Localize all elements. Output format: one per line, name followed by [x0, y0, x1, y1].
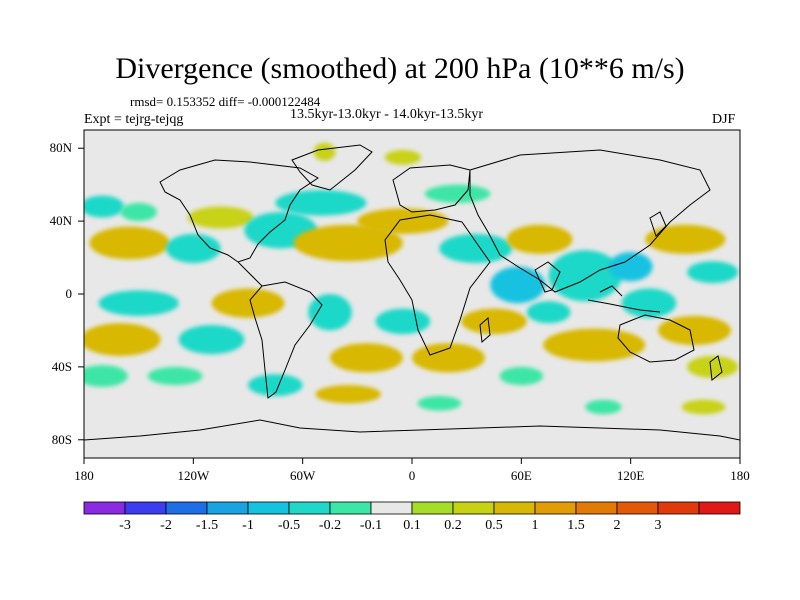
lon-label: 180	[730, 468, 750, 483]
divergence-cell	[585, 399, 622, 415]
colorbar-swatch	[575, 501, 618, 515]
divergence-cell	[687, 261, 739, 284]
lon-label: 0	[408, 468, 416, 483]
divergence-cell	[439, 233, 513, 264]
colorbar-swatch	[83, 501, 126, 515]
divergence-cell	[645, 224, 726, 254]
divergence-cell	[166, 233, 221, 264]
stats-text: rmsd= 0.153352 diff= -0.000122484	[130, 94, 321, 109]
divergence-cell	[548, 250, 622, 302]
lon-label: 60E	[510, 468, 532, 483]
lon-label: 180	[74, 468, 94, 483]
divergence-cell	[417, 396, 462, 411]
lat-label: 0	[65, 286, 73, 301]
colorbar-swatch	[411, 501, 454, 515]
colorbar-label: -1	[242, 518, 254, 533]
colorbar-swatch	[288, 501, 331, 515]
colorbar-label: -1.5	[195, 518, 219, 533]
colorbar-swatch	[534, 501, 577, 515]
colorbar-label: -0.1	[359, 518, 383, 533]
divergence-field	[84, 142, 739, 415]
colorbar-swatch	[247, 501, 290, 515]
divergence-cell	[461, 308, 527, 335]
divergence-cell	[543, 328, 646, 362]
divergence-cell	[357, 208, 449, 234]
colorbar-label: 1.5	[567, 518, 585, 533]
experiment-label: Expt = tejrg-tejqg	[84, 112, 184, 127]
divergence-cell	[499, 366, 544, 386]
colorbar-label: -0.2	[318, 518, 342, 533]
colorbar-swatch	[452, 501, 495, 515]
lat-label: 80S	[51, 431, 72, 447]
divergence-cell	[621, 288, 677, 318]
divergence-cell	[248, 374, 303, 397]
colorbar	[83, 501, 741, 515]
colorbar-swatch	[165, 501, 208, 515]
colorbar-label: 2	[613, 518, 621, 533]
colorbar-label: 0.5	[485, 518, 503, 533]
colorbar-label: 0.1	[403, 518, 421, 533]
divergence-cell	[84, 195, 125, 218]
divergence-cell	[424, 184, 491, 203]
period-text: 13.5kyr-13.0kyr - 14.0kyr-13.5kyr	[290, 107, 484, 122]
colorbar-swatch	[493, 501, 536, 515]
divergence-cell	[211, 288, 285, 318]
divergence-cell	[375, 308, 431, 335]
divergence-cell	[89, 226, 170, 260]
lon-label: 120W	[177, 468, 210, 483]
divergence-cell	[313, 142, 336, 161]
colorbar-swatch	[616, 501, 659, 515]
divergence-cell	[330, 343, 403, 373]
coastlines	[84, 144, 740, 441]
colorbar-swatch	[329, 501, 372, 515]
divergence-cell	[187, 206, 254, 229]
season-label: DJF	[712, 112, 736, 127]
colorbar-label: -2	[160, 518, 172, 533]
divergence-cell	[120, 202, 157, 222]
colorbar-swatch	[657, 501, 700, 515]
divergence-cell	[315, 385, 382, 404]
divergence-cell	[526, 301, 571, 324]
colorbar-label: -0.5	[277, 518, 301, 533]
lon-label: 60W	[290, 468, 316, 483]
lat-label: 40S	[51, 358, 72, 374]
colorbar-swatch	[370, 501, 413, 515]
lat-label: 40N	[49, 213, 72, 229]
divergence-cell	[178, 324, 245, 355]
divergence-cell	[308, 294, 352, 331]
divergence-cell	[84, 365, 128, 387]
divergence-cell	[608, 252, 653, 282]
divergence-cell	[84, 323, 161, 356]
lat-label: 80N	[49, 140, 72, 156]
divergence-cell	[293, 224, 403, 262]
lon-label: 120E	[616, 468, 645, 483]
colorbar-swatch	[698, 501, 741, 515]
divergence-cell	[147, 366, 203, 386]
divergence-cell	[681, 399, 726, 415]
colorbar-label: 1	[531, 518, 539, 533]
colorbar-label: -3	[119, 518, 131, 533]
divergence-cell	[275, 190, 367, 216]
plot-title: Divergence (smoothed) at 200 hPa (10**6 …	[115, 52, 685, 85]
divergence-cell	[412, 343, 485, 373]
colorbar-label: 3	[654, 518, 662, 533]
colorbar-swatch	[124, 501, 167, 515]
colorbar-label: 0.2	[444, 518, 462, 533]
divergence-cell	[490, 266, 546, 304]
colorbar-swatch	[206, 501, 249, 515]
divergence-cell	[98, 290, 179, 316]
divergence-cell	[384, 150, 422, 165]
divergence-cell	[506, 224, 573, 254]
divergence-cell	[687, 355, 739, 378]
axis-ticks	[78, 147, 741, 464]
